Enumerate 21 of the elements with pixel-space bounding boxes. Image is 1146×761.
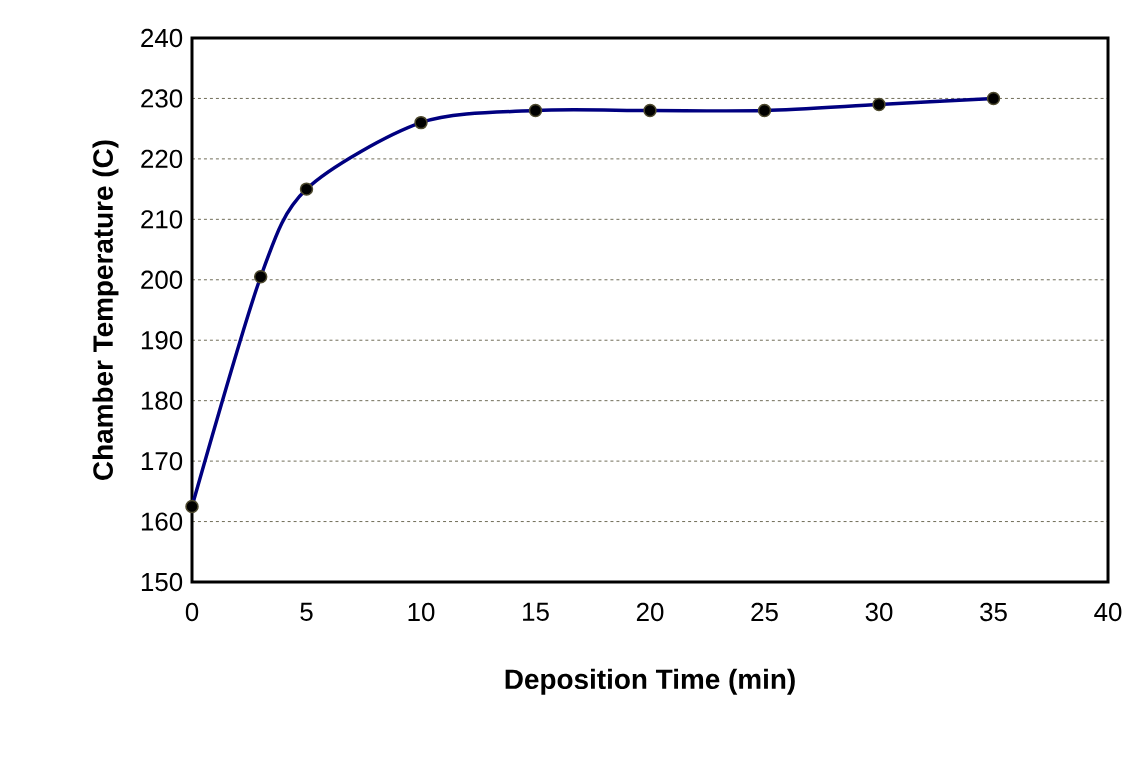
y-tick-label: 240	[141, 28, 183, 48]
x-tick-label: 30	[865, 602, 893, 622]
x-tick-label: 25	[751, 602, 778, 622]
y-tick-label: 190	[141, 331, 183, 350]
x-axis-title: Deposition Time (min)	[505, 668, 795, 695]
y-tick-label: 230	[141, 89, 183, 108]
y-tick-label: 170	[141, 451, 183, 471]
x-tick-label: 5	[300, 602, 313, 621]
y-tick-label: 210	[141, 210, 183, 229]
x-tick-label: 40	[1094, 602, 1122, 622]
y-tick-label: 160	[141, 512, 183, 531]
x-tick-label: 0	[185, 602, 199, 622]
y-axis-title: Chamber Temperature (C)	[92, 140, 119, 480]
y-tick-label: 180	[141, 391, 183, 410]
y-tick-label: 220	[141, 149, 183, 169]
y-tick-label: 150	[141, 572, 183, 592]
x-tick-label: 20	[636, 602, 664, 622]
x-tick-label: 10	[408, 602, 435, 622]
x-tick-label: 35	[980, 602, 1007, 622]
x-tick-label: 15	[523, 602, 549, 621]
y-tick-label: 200	[141, 270, 183, 289]
